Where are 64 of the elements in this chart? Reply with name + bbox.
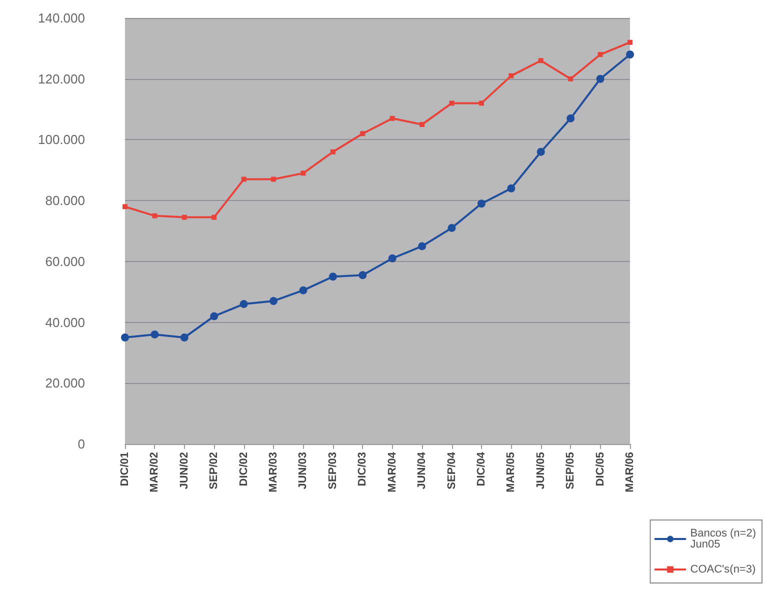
point [628,40,632,45]
point [598,52,603,58]
x-tick-label: MAR/06 [624,452,636,492]
point [241,176,246,182]
point [507,184,516,192]
y-tick-label: 120.000 [38,71,85,86]
point [182,214,187,220]
x-tick-label: SEP/03 [326,452,339,490]
point [240,300,248,308]
point [360,131,366,136]
x-tick-label: DIC/05 [594,452,606,486]
y-tick-label: 60.000 [45,254,85,269]
y-tick-label: 100.000 [38,132,85,148]
x-tick-label: JUN/05 [534,452,547,490]
point [152,213,158,218]
x-tick-label: JUN/03 [297,452,310,490]
point [420,122,425,127]
point [121,334,129,342]
x-tick-label: SEP/02 [208,452,220,490]
x-tick-label: SEP/04 [446,451,458,490]
point [271,176,276,182]
x-tick-label: DIC/03 [356,452,369,486]
y-tick-label: 40.000 [45,314,85,330]
point [508,73,514,78]
point [388,254,396,262]
x-tick-label: MAR/05 [505,452,518,492]
x-tick-label: DIC/02 [238,452,250,486]
legend-label: COAC's(n=3) [690,564,756,576]
point [418,242,426,250]
point [566,114,575,122]
point [568,76,574,82]
point [536,148,545,156]
point [299,286,308,294]
point [538,58,544,64]
point [449,100,454,106]
point [270,296,278,305]
point [300,170,306,176]
y-tick-label: 80.000 [45,193,85,208]
y-tick-label: 0 [78,436,85,452]
x-tick-label: DIC/01 [119,452,131,486]
point [626,50,634,59]
point [596,74,604,83]
x-tick-label: MAR/04 [386,451,398,492]
y-tick-label: 140.000 [38,10,85,26]
point [328,272,337,281]
y-tick-label: 20.000 [45,376,85,391]
x-tick-label: MAR/03 [268,452,280,492]
x-tick-label: DIC/04 [475,451,488,486]
point [358,271,367,280]
point [122,204,128,210]
legend-label: Bancos (n=2) Jun05 [690,528,756,550]
point [477,200,486,208]
x-tick-label: MAR/02 [148,452,161,492]
point [390,116,395,121]
x-tick-label: JUN/02 [178,452,190,490]
point [180,334,188,342]
point [150,330,159,338]
point [330,149,336,154]
x-tick-label: SEP/05 [564,452,577,490]
x-tick-label: JUN/04 [416,451,428,490]
point [448,224,456,232]
point [478,100,484,106]
point [212,214,217,220]
point [210,312,218,320]
